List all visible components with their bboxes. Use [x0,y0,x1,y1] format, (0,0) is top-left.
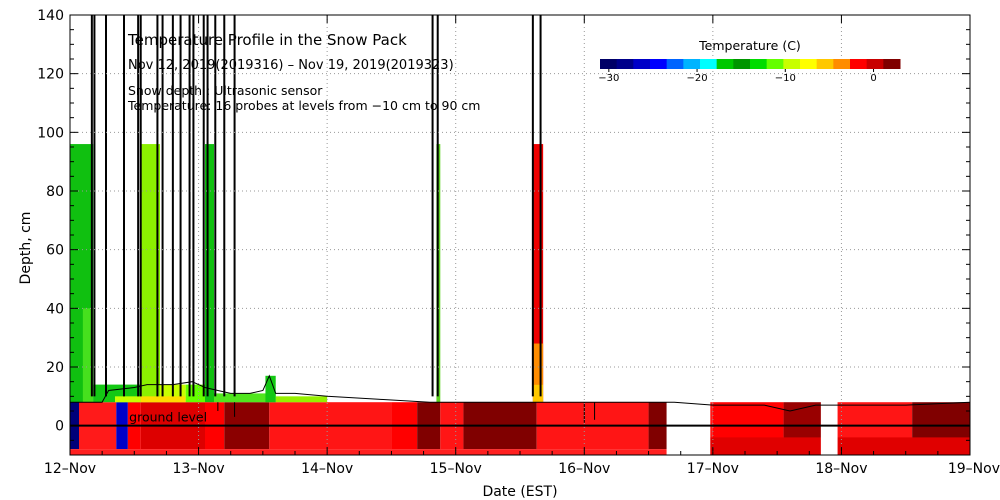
colorbar-segment-13 [816,59,834,69]
x-tick-label-1: 13–Nov [173,461,225,477]
y-axis: 0 20 40 60 80 100 120 140 [37,8,970,456]
heatmap-cell-34 [532,144,544,403]
y-tick-label-120: 120 [37,67,64,83]
heatmap-cell-35 [532,343,544,385]
note-snow-depth: Snow depth : Ultrasonic sensor [128,83,323,98]
heatmap-cell-37 [666,399,711,455]
heatmap-cell-30 [214,393,276,403]
y-tick-label-140: 140 [37,8,64,24]
ground-level-label: ground level [129,410,207,425]
heatmap-cell-20 [667,437,970,455]
x-tick-label-7: 19–Nov [948,461,1000,477]
colorbar-tick-label-3: 0 [870,73,876,84]
colorbar-segment-8 [733,59,751,69]
heatmap-cell-27 [140,396,186,403]
colorbar: Temperature (C) −30 −20 −10 0 [598,38,901,84]
colorbar-segment-6 [700,59,718,69]
colorbar-segment-11 [783,59,801,69]
x-tick-label-6: 18–Nov [815,461,867,477]
colorbar-tick-label-1: −20 [687,73,708,84]
x-axis: 12–Nov 13–Nov 14–Nov 15–Nov 16–Nov 17–Nov 18–N… [44,15,1000,477]
note-temperature: Temperature: 16 probes at levels from −1… [127,98,480,113]
heatmap-cell-24 [115,396,141,403]
chart-title: Temperature Profile in the Snow Pack [127,31,407,49]
colorbar-title: Temperature (C) [698,38,801,53]
colorbar-segment-17 [883,59,901,69]
y-tick-label-80: 80 [46,184,64,200]
heatmap-cell-38 [820,399,838,455]
grid [70,15,970,455]
heatmap-cell-25 [140,144,160,403]
y-tick-label-20: 20 [46,360,64,376]
colorbar-scale [600,59,901,69]
colorbar-tick-label-0: −30 [598,73,619,84]
colorbar-segment-14 [833,59,851,69]
colorbar-segment-7 [716,59,734,69]
heatmap-cell-22 [82,308,94,403]
colorbar-segment-4 [666,59,684,69]
y-axis-label: Depth, cm [18,212,34,285]
snow-depth-line [70,374,971,412]
x-tick-label-4: 16–Nov [558,461,610,477]
colorbar-tick-label-2: −10 [775,73,796,84]
colorbar-segment-0 [600,59,618,69]
heatmap-cell-31 [275,396,328,403]
colorbar-segment-5 [683,59,701,69]
y-tick-label-60: 60 [46,243,64,259]
x-tick-label-3: 15–Nov [430,461,482,477]
chart-subtitle: Nov 12, 2019(2019316) – Nov 19, 2019(201… [128,58,454,73]
colorbar-segment-16 [866,59,884,69]
x-tick-label-5: 17–Nov [687,461,739,477]
x-axis-label: Date (EST) [482,484,557,500]
colorbar-segment-3 [650,59,668,69]
heatmap-cell-36 [532,384,544,403]
y-tick-label-0: 0 [55,419,64,435]
colorbar-segment-1 [616,59,634,69]
colorbar-ticks: −30 −20 −10 0 [598,69,877,84]
colorbar-segment-12 [800,59,818,69]
colorbar-segment-15 [850,59,868,69]
colorbar-segment-10 [766,59,784,69]
heatmap-cell-29 [205,144,214,403]
y-tick-label-40: 40 [46,301,64,317]
x-tick-label-0: 12–Nov [44,461,96,477]
x-tick-label-2: 14–Nov [301,461,353,477]
colorbar-segment-2 [633,59,651,69]
snow-depth-trace [70,15,971,423]
heatmap-cell-32 [265,375,276,403]
colorbar-segment-9 [750,59,768,69]
y-tick-label-100: 100 [37,125,64,141]
